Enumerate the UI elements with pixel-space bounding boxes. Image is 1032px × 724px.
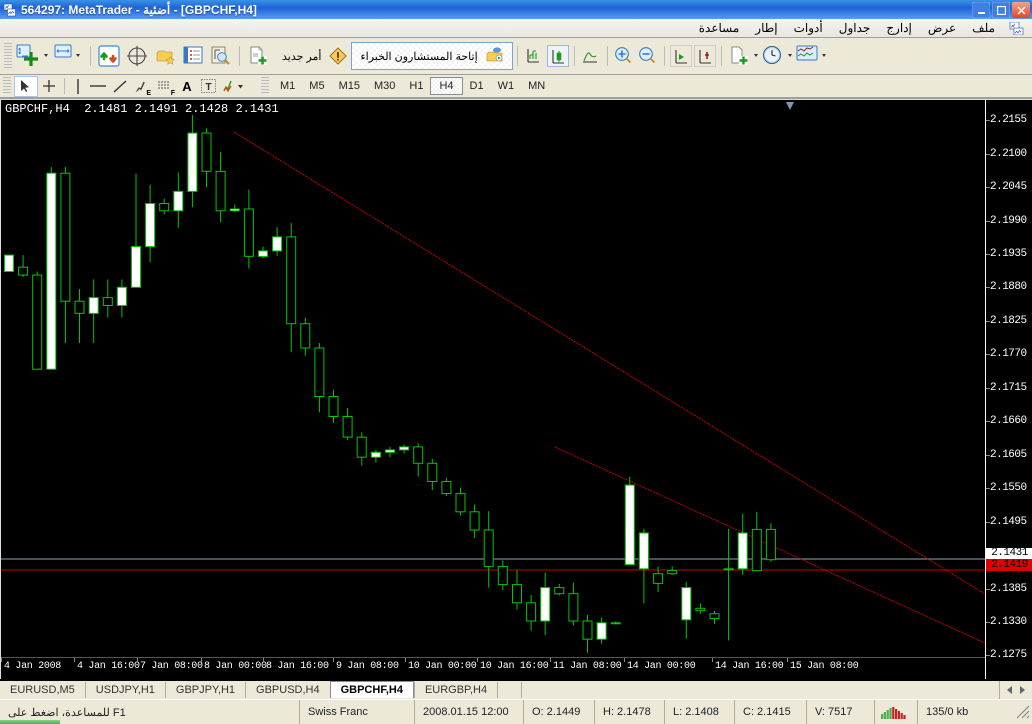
svg-text:T: T <box>205 82 211 93</box>
